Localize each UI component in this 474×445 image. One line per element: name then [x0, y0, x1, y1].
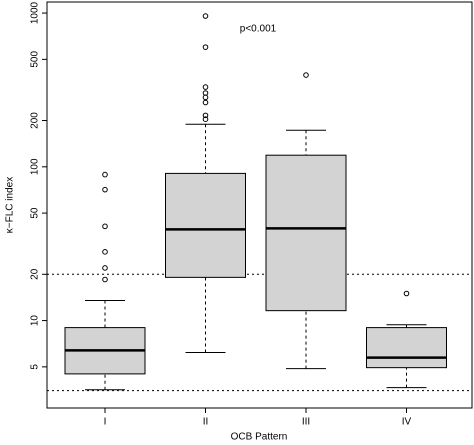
box — [165, 172, 246, 278]
outlier — [102, 171, 108, 178]
annotation: p<0.001 — [240, 24, 277, 35]
outlier — [403, 290, 410, 297]
outlier — [202, 94, 209, 101]
plot-frame — [46, 1, 473, 409]
box — [265, 154, 347, 312]
outlier — [202, 13, 209, 19]
y-tick-label: 5 — [30, 364, 41, 370]
x-tick-label: III — [302, 417, 310, 428]
outlier — [102, 249, 108, 255]
outlier — [202, 99, 209, 106]
y-tick-label: 100 — [30, 158, 41, 175]
y-tick-label: 10 — [30, 315, 41, 327]
outlier — [202, 84, 209, 90]
box — [366, 327, 447, 369]
outlier — [102, 265, 108, 271]
y-tick-label: 50 — [30, 207, 41, 219]
outlier — [102, 186, 108, 193]
outlier — [102, 223, 108, 230]
x-tick-label: II — [203, 417, 209, 428]
outlier — [303, 72, 309, 78]
y-tick-label: 1000 — [30, 1, 41, 24]
outlier — [202, 44, 209, 50]
y-tick-label: 200 — [30, 112, 41, 129]
outlier — [102, 276, 108, 283]
outlier — [202, 116, 209, 123]
x-tick-label: IV — [402, 417, 412, 428]
y-tick-label: 500 — [30, 51, 41, 68]
x-tick-label: I — [104, 417, 107, 428]
y-axis-label: κ−FLC index — [5, 177, 16, 233]
x-axis-label: OCB Pattern — [231, 432, 288, 443]
y-tick-label: 20 — [30, 268, 41, 280]
outlier — [202, 112, 209, 119]
